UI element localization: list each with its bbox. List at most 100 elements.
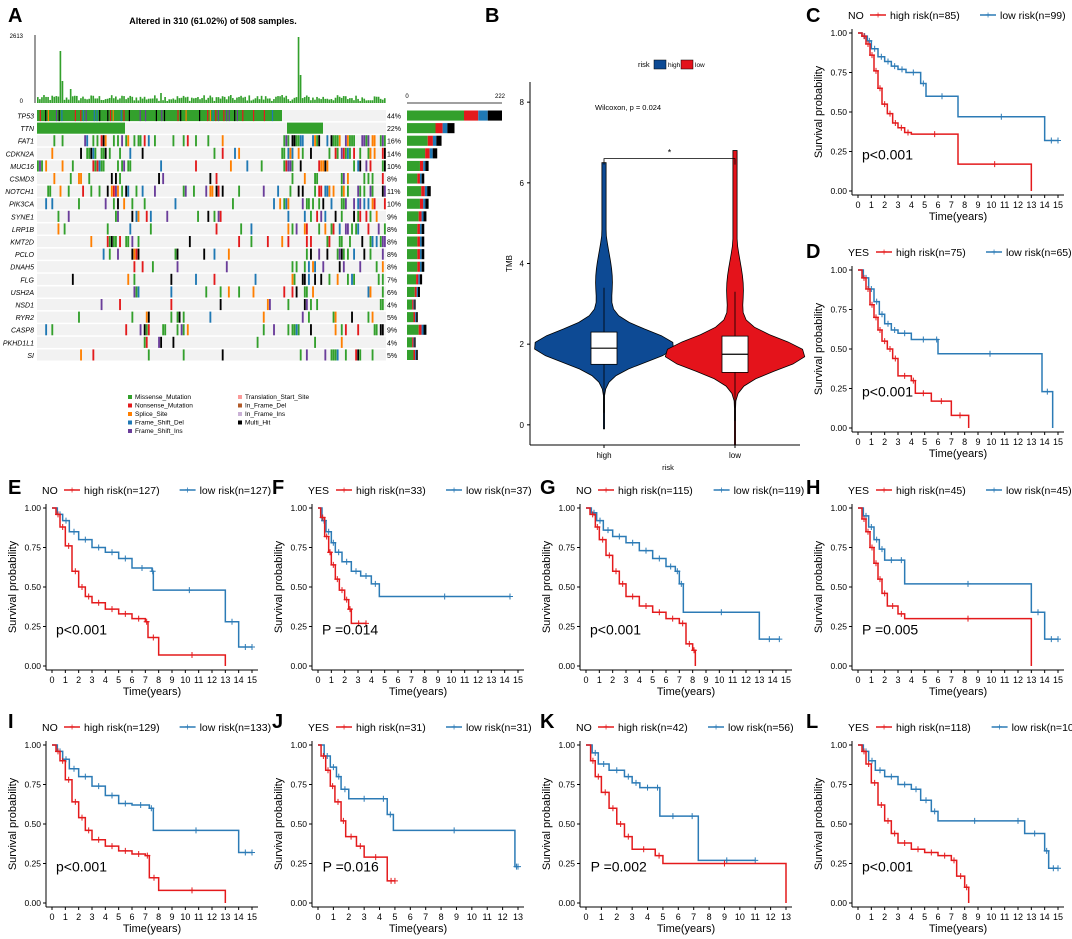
mutation-cell <box>381 236 384 248</box>
x-tick-label: 8 <box>962 437 967 447</box>
mutation-cell <box>328 185 331 197</box>
mutation-cell <box>287 147 290 159</box>
low-risk-curve <box>586 507 780 640</box>
x-tick-label: 1 <box>599 912 604 922</box>
tmb-bar <box>299 75 302 103</box>
mutation-cell <box>342 198 345 210</box>
tmb-bar <box>213 100 216 103</box>
high-risk-curve-censor-mark <box>887 110 893 117</box>
y-tick-label: 0.25 <box>558 622 575 632</box>
mutation-cell <box>254 273 257 285</box>
x-tick-label: 8 <box>439 912 444 922</box>
mutation-cell <box>371 198 374 210</box>
mutation-cell <box>262 185 265 197</box>
legend-low-label: low risk(n=45) <box>1006 485 1072 497</box>
mutation-cell <box>328 273 331 285</box>
x-tick-label: 3 <box>895 912 900 922</box>
gene-percent: 4% <box>387 303 397 310</box>
x-tick-label: 15 <box>781 675 791 685</box>
low-risk-curve-censor-mark <box>95 783 102 790</box>
mutation-cell <box>303 210 306 222</box>
mutation-cell <box>312 135 314 147</box>
y-tick-label: 0.75 <box>830 543 847 553</box>
x-tick-label: 7 <box>409 675 414 685</box>
mutation-cell <box>299 135 302 147</box>
mutation-cell <box>320 160 323 172</box>
legend-high-cross: + <box>603 486 609 497</box>
high-risk-curve-censor-mark <box>79 814 85 821</box>
tmb-bar <box>156 98 158 103</box>
mutation-cell <box>71 160 74 172</box>
low-risk-curve-censor-mark <box>343 558 350 565</box>
y-axis-label: Survival probability <box>813 540 825 633</box>
high-risk-curve-censor-mark <box>951 857 957 864</box>
x-tick-label: 7 <box>949 675 954 685</box>
mutation-cell <box>342 173 345 185</box>
legend-swatch <box>128 403 132 408</box>
km-panel-g: 0.000.250.500.751.000 1 2 3 4 5 6 7 8 9 10 11 12 13 14… <box>541 485 804 698</box>
mutation-cell <box>285 198 288 210</box>
low-risk-curve-censor-mark <box>361 795 368 802</box>
low-risk-curve <box>318 744 518 868</box>
high-risk-curve-censor-mark <box>65 542 72 549</box>
mutation-cell <box>110 173 113 185</box>
gene-bar-segment <box>407 211 419 222</box>
mutation-cell <box>137 248 140 260</box>
tmb-bar <box>125 99 127 103</box>
mutation-cell <box>250 236 253 248</box>
legend-low-label: low risk(n=56) <box>728 722 794 734</box>
mutation-cell <box>330 198 333 210</box>
low-risk-curve-censor-mark <box>71 765 77 772</box>
tmb-bar <box>190 97 193 103</box>
high-risk-curve-censor-mark <box>957 873 964 880</box>
km-panel-j: 0.000.250.500.751.000 1 2 3 4 5 6 7 8 9 10 11 12 13Ti… <box>273 722 532 935</box>
mutation-cell <box>238 147 241 159</box>
low-risk-curve-censor-mark <box>122 555 129 562</box>
mutation-cell <box>310 299 312 311</box>
legend-high-label: high risk(n=45) <box>896 485 966 497</box>
x-tick-label: 11 <box>483 912 492 922</box>
tmb-bar <box>383 98 386 103</box>
mutation-cell <box>209 311 212 323</box>
high-risk-curve-censor-mark <box>85 827 92 834</box>
y-tick-label: 0.75 <box>290 543 307 553</box>
legend-high-label: high risk(n=127) <box>84 485 160 497</box>
x-tick-label: 1 <box>869 200 874 210</box>
gene-bar-segment <box>415 349 417 360</box>
x-tick-label: 14 <box>1040 200 1050 210</box>
gene-percent: 8% <box>387 252 397 259</box>
high-risk-curve-censor-mark <box>617 821 624 827</box>
mutation-cell <box>121 135 124 147</box>
mutation-cell <box>314 135 316 147</box>
mutation-cell <box>344 324 347 336</box>
x-tick-label: 6 <box>935 912 940 922</box>
tmb-bar <box>365 100 368 103</box>
mutation-cell <box>332 223 335 235</box>
mutation-cell <box>338 223 341 235</box>
mutation-cell <box>346 135 349 147</box>
oncoplot-panel-a: Altered in 310 (61.02%) of 508 samples. 2… <box>3 16 506 435</box>
tmb-bar <box>373 96 376 103</box>
x-axis-label: Time(years) <box>389 686 447 698</box>
x-tick-label: 14 <box>234 912 244 922</box>
mutation-cell <box>92 147 95 159</box>
mutation-cell <box>213 147 216 159</box>
high-risk-curve-censor-mark <box>325 767 331 774</box>
x-tick-label: 11 <box>728 675 737 685</box>
mutation-cell <box>96 110 98 122</box>
mutation-cell <box>223 110 225 122</box>
x-tick-label: 2 <box>882 200 887 210</box>
matrix-row-bg <box>37 336 386 348</box>
mutation-cell <box>310 324 312 336</box>
high-risk-curve-censor-mark <box>625 833 632 840</box>
high-risk-curve-censor-mark <box>144 852 151 859</box>
legend-low-label: low risk(n=133) <box>200 722 272 734</box>
mutation-cell <box>342 248 345 260</box>
legend-high-swatch <box>653 59 667 70</box>
gene-label: KMT2D <box>10 240 34 247</box>
gene-bar-segment <box>421 211 424 222</box>
mutation-cell <box>381 248 384 260</box>
mutation-cell <box>137 286 140 298</box>
mutation-cell <box>340 336 343 348</box>
mutation-cell <box>318 160 321 172</box>
